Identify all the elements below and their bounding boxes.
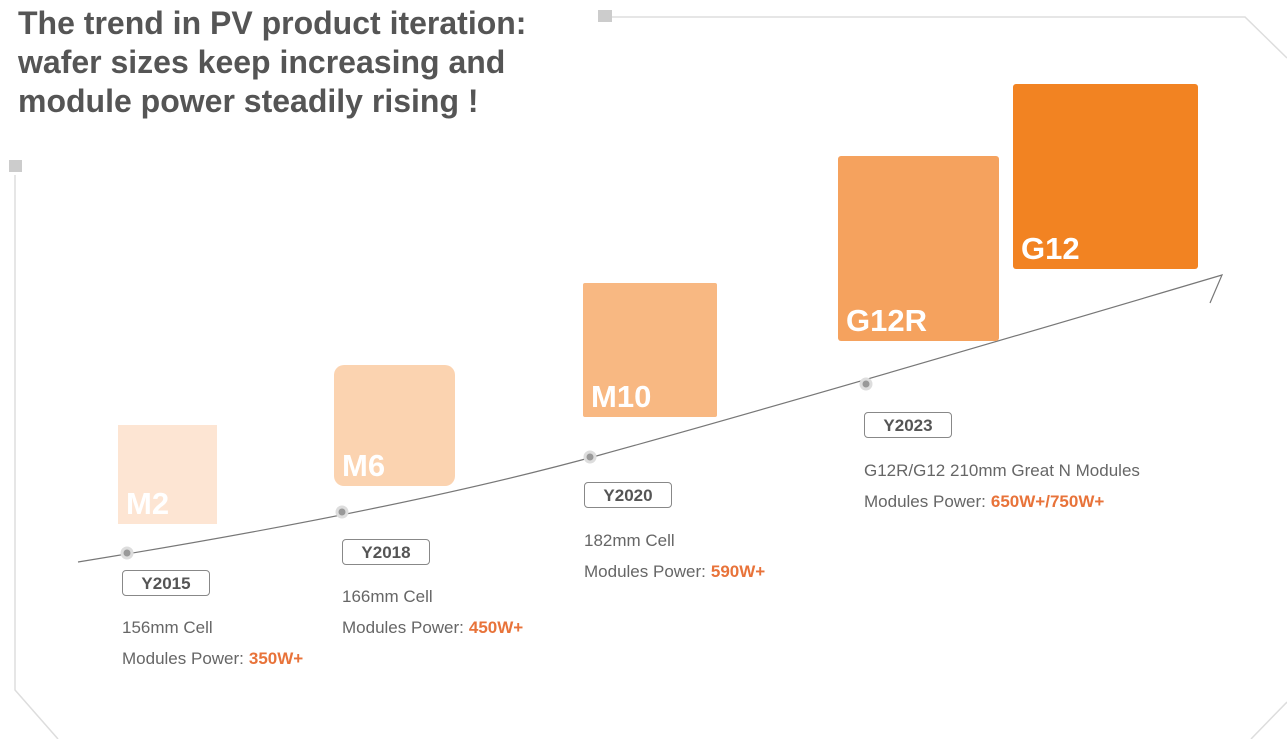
cell-size: 156mm Cell — [122, 618, 213, 637]
power-label: Modules Power: — [122, 649, 244, 668]
wafer-block: M2 — [118, 425, 217, 524]
trend-curve — [77, 274, 1224, 563]
power-line: Modules Power: 650W+/750W+ — [864, 486, 1140, 517]
title: The trend in PV product iteration: wafer … — [18, 4, 526, 121]
wafer-block: G12 — [1013, 84, 1198, 269]
power-line: Modules Power: 450W+ — [342, 612, 523, 643]
wafer-label: M10 — [591, 379, 652, 414]
timeline-dot — [335, 505, 349, 519]
corner-square — [9, 160, 22, 172]
power-line: Modules Power: 590W+ — [584, 556, 765, 587]
milestone-info: 182mm Cell Modules Power: 590W+ — [584, 525, 765, 587]
title-line: module power steadily rising ! — [18, 83, 479, 119]
power-label: Modules Power: — [342, 618, 464, 637]
title-line: wafer sizes keep increasing and — [18, 44, 506, 80]
wafer-label: M2 — [126, 486, 170, 521]
wafer-block: G12R — [838, 156, 999, 341]
timeline-dot — [583, 450, 597, 464]
frame-line — [14, 175, 59, 739]
year-badge: Y2020 — [584, 482, 672, 508]
cell-size: 182mm Cell — [584, 531, 675, 550]
timeline-dot — [120, 546, 134, 560]
power-value: 350W+ — [248, 649, 304, 668]
power-label: Modules Power: — [584, 562, 706, 581]
title-line: The trend in PV product iteration: — [18, 5, 527, 41]
milestone-info: G12R/G12 210mm Great N Modules Modules Po… — [864, 455, 1140, 517]
year-badge: Y2023 — [864, 412, 952, 438]
power-label: Modules Power: — [864, 492, 986, 511]
milestone-info: 166mm Cell Modules Power: 450W+ — [342, 581, 523, 643]
power-value: 450W+ — [468, 618, 524, 637]
timeline-dot — [859, 377, 873, 391]
year-badge: Y2015 — [122, 570, 210, 596]
corner-square — [598, 10, 612, 22]
power-line: Modules Power: 350W+ — [122, 643, 303, 674]
wafer-block: M6 — [334, 365, 455, 486]
milestone-info: 156mm Cell Modules Power: 350W+ — [122, 612, 303, 674]
cell-size: 166mm Cell — [342, 587, 433, 606]
year-badge: Y2018 — [342, 539, 430, 565]
frame-line — [1250, 701, 1287, 739]
wafer-label: M6 — [342, 448, 386, 483]
power-value: 650W+/750W+ — [990, 492, 1105, 511]
wafer-label: G12R — [846, 303, 927, 338]
wafer-block: M10 — [583, 283, 717, 417]
wafer-label: G12 — [1021, 231, 1080, 266]
cell-size: G12R/G12 210mm Great N Modules — [864, 461, 1140, 480]
power-value: 590W+ — [710, 562, 766, 581]
frame-line — [612, 16, 1287, 59]
